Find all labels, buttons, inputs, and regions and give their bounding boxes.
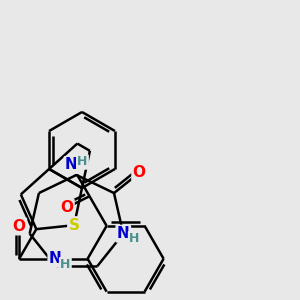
Text: O: O	[13, 219, 26, 234]
Text: O: O	[133, 165, 146, 180]
Text: N: N	[65, 158, 78, 172]
Text: N: N	[117, 226, 130, 241]
Text: S: S	[69, 218, 80, 233]
Text: H: H	[60, 258, 70, 271]
Text: N: N	[49, 251, 62, 266]
Text: H: H	[129, 232, 140, 245]
Text: O: O	[60, 200, 73, 215]
Text: H: H	[77, 155, 88, 169]
